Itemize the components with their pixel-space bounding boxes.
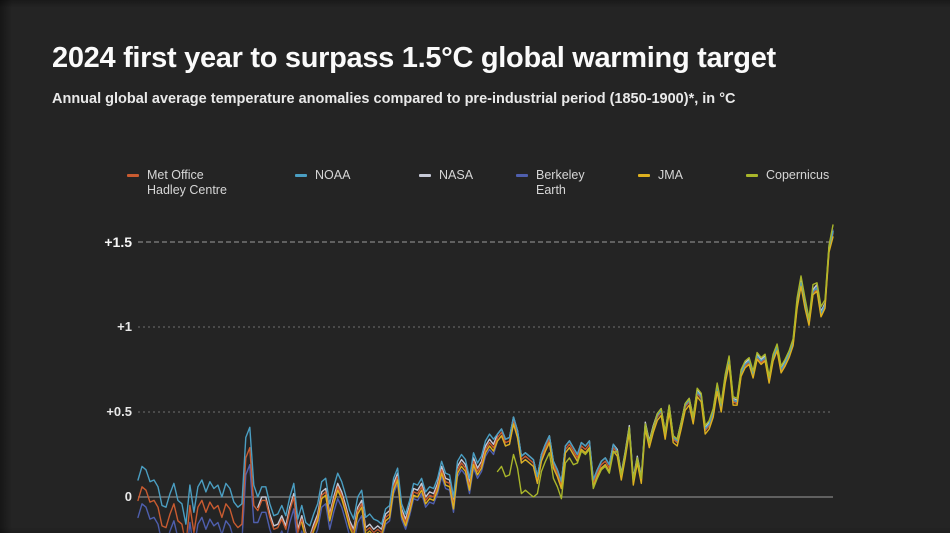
legend-label-copernicus: Copernicus (766, 168, 830, 182)
page-subtitle: Annual global average temperature anomal… (52, 91, 736, 107)
legend-swatch-copernicus (746, 174, 758, 177)
legend-item-jma: JMA (638, 168, 683, 183)
legend-item-berkeley-earth: Berkeley Earth (516, 168, 594, 198)
legend-item-nasa: NASA (419, 168, 473, 183)
series-line-copernicus (496, 224, 834, 500)
legend-label-met-office-hadley-centre: Met Office Hadley Centre (147, 168, 227, 197)
legend-item-met-office-hadley-centre: Met Office Hadley Centre (127, 168, 239, 198)
series-line-noaa (137, 231, 834, 527)
legend-label-nasa: NASA (439, 168, 474, 182)
y-axis-label-0: 0 (124, 489, 132, 504)
legend-swatch-berkeley-earth (516, 174, 528, 177)
series-line-jma (301, 236, 834, 533)
legend-swatch-jma (638, 174, 650, 177)
y-axis-label-+1: +1 (117, 319, 132, 334)
legend-swatch-nasa (419, 174, 431, 177)
legend-item-noaa: NOAA (295, 168, 350, 183)
legend-swatch-met-office-hadley-centre (127, 174, 139, 177)
y-axis-label-+1.5: +1.5 (104, 234, 132, 250)
legend: Met Office Hadley Centre NOAA NASA Berkeley… (0, 168, 950, 208)
legend-swatch-noaa (295, 174, 307, 177)
legend-label-berkeley-earth: Berkeley Earth (536, 168, 585, 197)
page-title: 2024 first year to surpass 1.5°C global … (52, 42, 776, 74)
legend-label-jma: JMA (658, 168, 683, 182)
y-axis-label-+0.5: +0.5 (106, 404, 132, 419)
legend-label-noaa: NOAA (315, 168, 351, 182)
legend-item-copernicus: Copernicus (746, 168, 829, 183)
